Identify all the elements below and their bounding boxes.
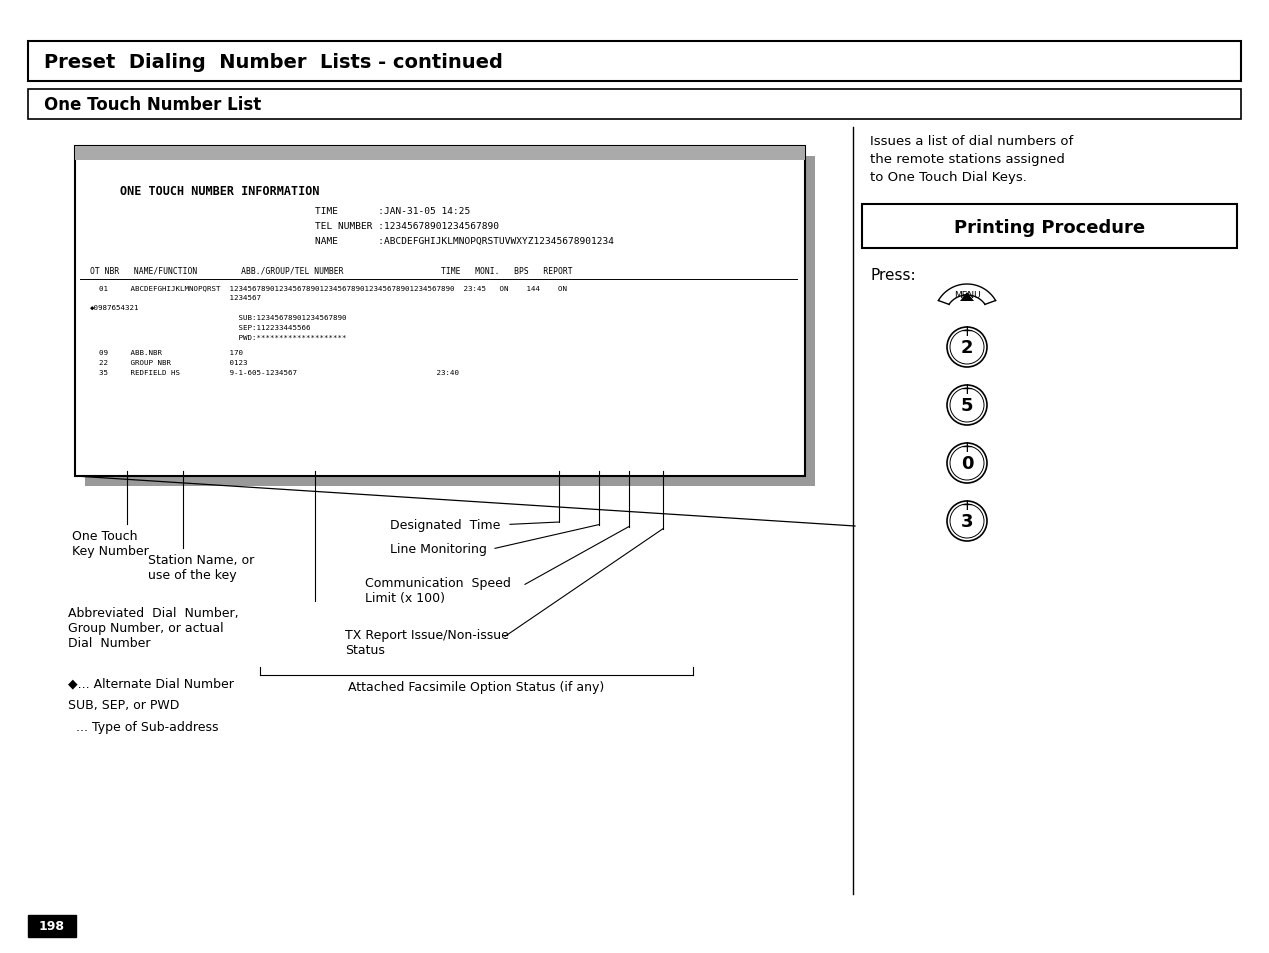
Text: TEL NUMBER :12345678901234567890: TEL NUMBER :12345678901234567890 — [315, 222, 499, 231]
Text: 198: 198 — [39, 920, 65, 933]
Bar — [85, 157, 815, 486]
Circle shape — [950, 331, 983, 365]
Text: +: + — [961, 324, 973, 339]
Text: NAME       :ABCDEFGHIJKLMNOPQRSTUVWXYZ12345678901234: NAME :ABCDEFGHIJKLMNOPQRSTUVWXYZ12345678… — [315, 236, 614, 246]
Text: +: + — [961, 498, 973, 513]
Bar — [28, 915, 76, 937]
Text: TX Report Issue/Non-issue
Status: TX Report Issue/Non-issue Status — [345, 629, 509, 657]
Text: Issues a list of dial numbers of
the remote stations assigned
to One Touch Dial : Issues a list of dial numbers of the rem… — [871, 135, 1074, 184]
Text: 3: 3 — [961, 513, 973, 531]
Text: ◆0987654321: ◆0987654321 — [90, 305, 140, 311]
Text: Line Monitoring: Line Monitoring — [390, 542, 487, 556]
Text: Abbreviated  Dial  Number,
Group Number, or actual
Dial  Number: Abbreviated Dial Number, Group Number, o… — [69, 607, 239, 650]
Circle shape — [950, 389, 983, 422]
Text: 09     ABB.NBR               170: 09 ABB.NBR 170 — [90, 350, 242, 355]
Circle shape — [947, 501, 987, 541]
Text: SUB, SEP, or PWD: SUB, SEP, or PWD — [69, 699, 179, 712]
Text: TIME       :JAN-31-05 14:25: TIME :JAN-31-05 14:25 — [315, 207, 471, 215]
Text: One Touch
Key Number: One Touch Key Number — [72, 530, 148, 558]
Bar — [862, 205, 1237, 249]
Text: Preset  Dialing  Number  Lists - continued: Preset Dialing Number Lists - continued — [44, 52, 503, 71]
Text: ... Type of Sub-address: ... Type of Sub-address — [69, 720, 218, 734]
Circle shape — [950, 504, 983, 538]
Text: MENU: MENU — [954, 291, 981, 299]
Text: Printing Procedure: Printing Procedure — [954, 219, 1146, 236]
Text: Attached Facsimile Option Status (if any): Attached Facsimile Option Status (if any… — [349, 680, 604, 694]
Text: SUB:12345678901234567890: SUB:12345678901234567890 — [90, 314, 346, 320]
Text: ◆... Alternate Dial Number: ◆... Alternate Dial Number — [69, 677, 233, 690]
Bar — [75, 147, 805, 161]
Text: 35     REDFIELD HS           9-1-605-1234567                               23:40: 35 REDFIELD HS 9-1-605-1234567 23:40 — [90, 370, 459, 375]
Text: +: + — [961, 382, 973, 397]
Text: +: + — [961, 440, 973, 455]
Text: ONE TOUCH NUMBER INFORMATION: ONE TOUCH NUMBER INFORMATION — [121, 185, 320, 198]
Text: 22     GROUP NBR             0123: 22 GROUP NBR 0123 — [90, 359, 247, 366]
Circle shape — [947, 386, 987, 426]
Bar — [28, 90, 1241, 120]
Bar — [28, 42, 1241, 82]
Text: Press:: Press: — [871, 268, 916, 283]
Text: SEP:112233445566: SEP:112233445566 — [90, 325, 311, 331]
Polygon shape — [961, 293, 975, 302]
Text: 5: 5 — [961, 396, 973, 415]
Bar — [75, 147, 805, 476]
Text: 01     ABCDEFGHIJKLMNOPQRST  12345678901234567890123456789012345678901234567890 : 01 ABCDEFGHIJKLMNOPQRST 1234567890123456… — [90, 285, 567, 291]
Text: PWD:********************: PWD:******************** — [90, 335, 346, 340]
Circle shape — [950, 447, 983, 480]
Text: Communication  Speed
Limit (x 100): Communication Speed Limit (x 100) — [365, 577, 511, 605]
Text: 2: 2 — [961, 338, 973, 356]
Text: OT NBR   NAME/FUNCTION         ABB./GROUP/TEL NUMBER                    TIME   M: OT NBR NAME/FUNCTION ABB./GROUP/TEL NUMB… — [90, 267, 572, 275]
Text: Station Name, or
use of the key: Station Name, or use of the key — [148, 554, 254, 581]
Circle shape — [947, 328, 987, 368]
Circle shape — [947, 443, 987, 483]
Text: One Touch Number List: One Touch Number List — [44, 96, 261, 113]
Text: 0: 0 — [961, 455, 973, 473]
Text: 1234567: 1234567 — [90, 294, 261, 301]
Text: Designated  Time: Designated Time — [390, 518, 500, 531]
